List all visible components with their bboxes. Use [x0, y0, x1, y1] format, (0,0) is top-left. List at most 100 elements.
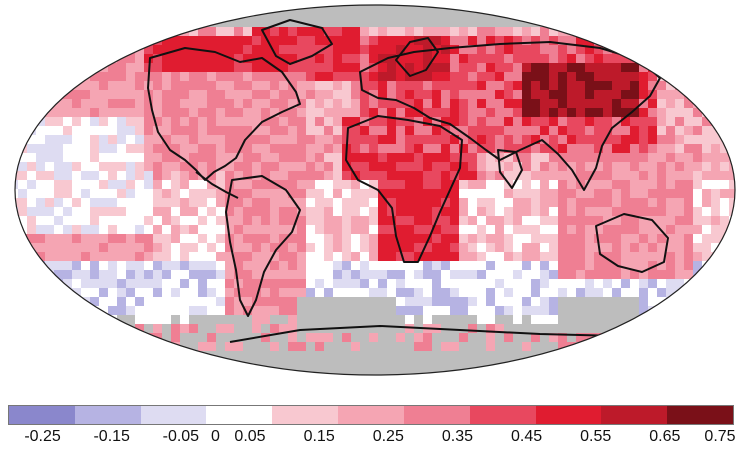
anomaly-cell [387, 126, 396, 135]
anomaly-cell [702, 243, 711, 252]
anomaly-cell [270, 315, 279, 324]
anomaly-cell [738, 36, 747, 45]
anomaly-cell [531, 90, 540, 99]
anomaly-cell [297, 54, 306, 63]
anomaly-cell [189, 81, 198, 90]
anomaly-cell [342, 198, 351, 207]
anomaly-cell [234, 324, 243, 333]
anomaly-cell [459, 207, 468, 216]
anomaly-cell [585, 198, 594, 207]
legend-swatch-5 [338, 406, 404, 424]
anomaly-cell [693, 153, 702, 162]
anomaly-cell [414, 144, 423, 153]
anomaly-cell [504, 135, 513, 144]
anomaly-cell [18, 171, 27, 180]
anomaly-cell [333, 297, 342, 306]
anomaly-cell [441, 54, 450, 63]
anomaly-cell [405, 27, 414, 36]
anomaly-cell [225, 36, 234, 45]
anomaly-cell [495, 27, 504, 36]
anomaly-cell [0, 252, 9, 261]
anomaly-cell [72, 252, 81, 261]
anomaly-cell [684, 81, 693, 90]
anomaly-cell [675, 108, 684, 117]
anomaly-cell [45, 5, 54, 9]
anomaly-cell [711, 324, 720, 333]
anomaly-cell [423, 72, 432, 81]
anomaly-cell [279, 270, 288, 279]
anomaly-cell [621, 135, 630, 144]
anomaly-cell [360, 369, 369, 375]
anomaly-cell [171, 45, 180, 54]
anomaly-cell [396, 333, 405, 342]
anomaly-cell [243, 243, 252, 252]
anomaly-cell [648, 72, 657, 81]
anomaly-cell [252, 234, 261, 243]
anomaly-cell [666, 243, 675, 252]
anomaly-cell [657, 153, 666, 162]
anomaly-cell [45, 108, 54, 117]
anomaly-cell [450, 36, 459, 45]
anomaly-cell [279, 180, 288, 189]
anomaly-cell [414, 333, 423, 342]
anomaly-cell [657, 63, 666, 72]
anomaly-cell [198, 135, 207, 144]
anomaly-cell [369, 360, 378, 369]
anomaly-cell [549, 342, 558, 351]
anomaly-cell [396, 225, 405, 234]
anomaly-cell [27, 225, 36, 234]
anomaly-cell [63, 27, 72, 36]
anomaly-cell [549, 360, 558, 369]
anomaly-cell [720, 225, 729, 234]
anomaly-cell [54, 369, 63, 375]
anomaly-cell [342, 63, 351, 72]
anomaly-cell [90, 144, 99, 153]
anomaly-cell [531, 45, 540, 54]
anomaly-cell [27, 369, 36, 375]
anomaly-cell [234, 252, 243, 261]
anomaly-cell [207, 261, 216, 270]
anomaly-cell [36, 243, 45, 252]
anomaly-cell [576, 171, 585, 180]
anomaly-cell [198, 108, 207, 117]
anomaly-cell [594, 378, 603, 380]
anomaly-cell [522, 243, 531, 252]
anomaly-cell [423, 252, 432, 261]
anomaly-cell [369, 342, 378, 351]
anomaly-cell [378, 342, 387, 351]
anomaly-cell [666, 324, 675, 333]
anomaly-cell [90, 369, 99, 375]
anomaly-cell [0, 54, 9, 63]
anomaly-cell [522, 99, 531, 108]
anomaly-cell [351, 279, 360, 288]
anomaly-cell [702, 81, 711, 90]
anomaly-cell [405, 216, 414, 225]
anomaly-cell [108, 360, 117, 369]
anomaly-cell [99, 243, 108, 252]
anomaly-cell [45, 27, 54, 36]
anomaly-cell [504, 81, 513, 90]
anomaly-cell [684, 9, 693, 18]
anomaly-cell [441, 378, 450, 380]
anomaly-cell [468, 5, 477, 9]
anomaly-cell [612, 5, 621, 9]
anomaly-cell [459, 63, 468, 72]
anomaly-cell [531, 135, 540, 144]
anomaly-cell [180, 108, 189, 117]
anomaly-cell [225, 315, 234, 324]
anomaly-cell [261, 378, 270, 380]
anomaly-cell [324, 18, 333, 27]
anomaly-cell [198, 378, 207, 380]
anomaly-cell [540, 81, 549, 90]
anomaly-cell [432, 162, 441, 171]
anomaly-cell [117, 45, 126, 54]
anomaly-cell [666, 234, 675, 243]
anomaly-cell [18, 279, 27, 288]
anomaly-cell [549, 135, 558, 144]
anomaly-cell [45, 360, 54, 369]
anomaly-cell [675, 369, 684, 375]
anomaly-cell [657, 351, 666, 360]
anomaly-cell [126, 126, 135, 135]
anomaly-cell [153, 243, 162, 252]
anomaly-cell [306, 99, 315, 108]
